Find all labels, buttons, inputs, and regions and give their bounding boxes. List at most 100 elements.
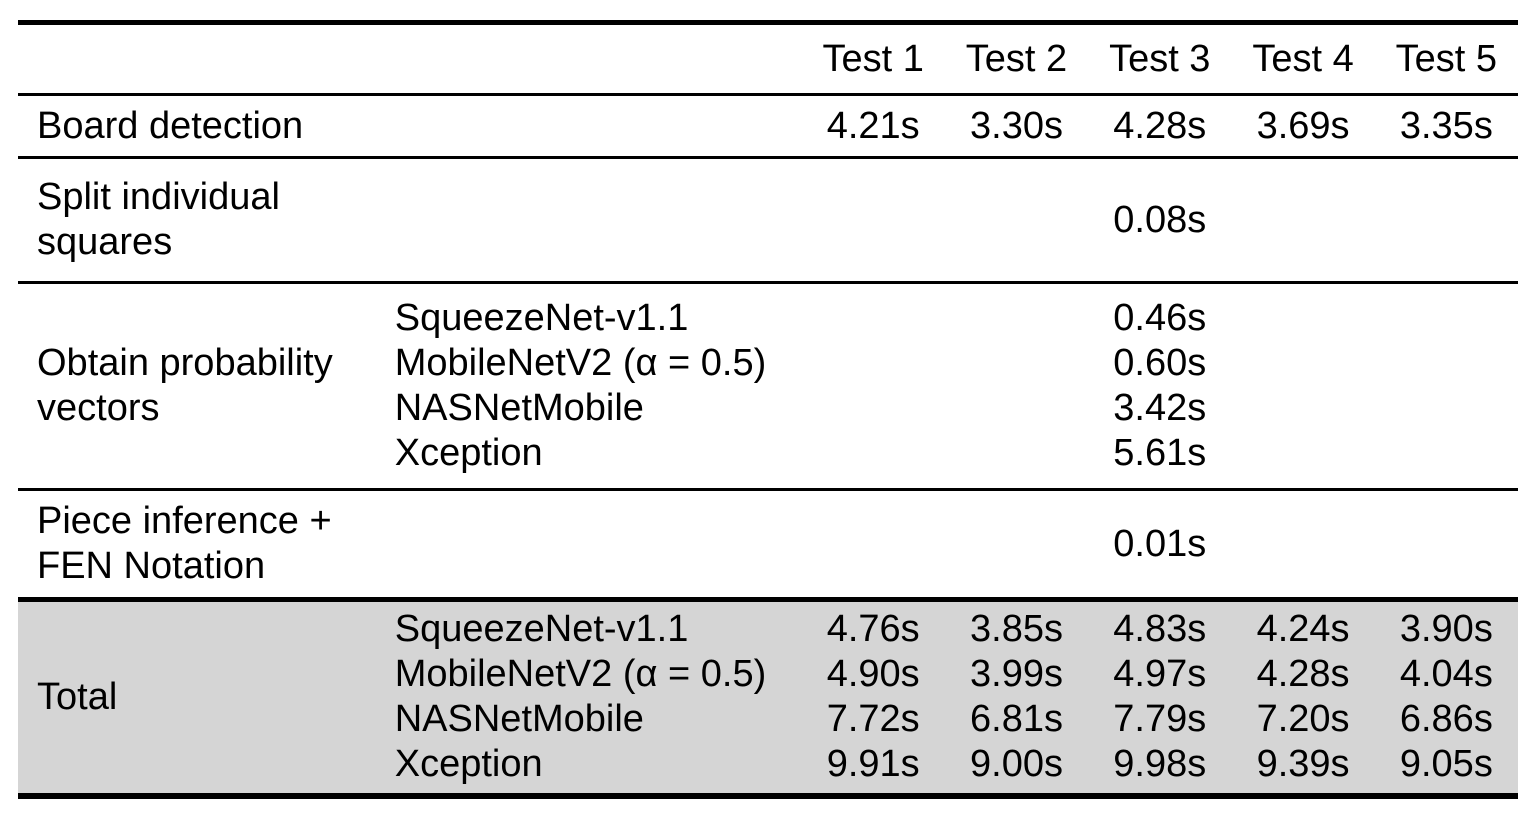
values-piece-inference-fen-test-4 bbox=[1231, 488, 1375, 600]
values-probability-vectors-test-4 bbox=[1231, 281, 1375, 490]
timing-value: 6.81s bbox=[970, 698, 1063, 741]
values-piece-inference-fen-test-2 bbox=[944, 488, 1089, 600]
values-total-test-1: 4.76s 4.90s 7.72s 9.91s bbox=[801, 597, 945, 796]
timing-value bbox=[802, 431, 945, 476]
timing-value: 4.28s bbox=[1113, 104, 1207, 147]
timing-value bbox=[802, 522, 945, 567]
timing-value: 4.90s bbox=[826, 653, 920, 696]
timing-value bbox=[945, 386, 1088, 431]
stage-label-probability-vectors: Obtain probability vectors bbox=[18, 281, 387, 490]
values-board-detection-test-3: 4.28s bbox=[1088, 95, 1231, 158]
timing-value bbox=[945, 296, 1088, 341]
timing-value bbox=[945, 522, 1088, 567]
timing-value: 4.28s bbox=[1256, 653, 1350, 696]
timing-value bbox=[1231, 341, 1374, 386]
model-list-piece-inference-fen bbox=[386, 488, 802, 600]
timing-value: 4.83s bbox=[1113, 608, 1207, 651]
values-split-squares-test-5 bbox=[1374, 156, 1518, 283]
timing-value bbox=[1231, 522, 1374, 567]
timing-value: 4.97s bbox=[1113, 653, 1207, 696]
values-split-squares-test-1 bbox=[801, 156, 945, 283]
timing-value bbox=[1231, 296, 1374, 341]
header-test-3: Test 3 bbox=[1088, 22, 1232, 96]
section-row-total: Total SqueezeNet-v1.1 MobileNetV2 (α = 0.5… bbox=[18, 597, 1518, 796]
model-name: NASNetMobile bbox=[394, 387, 644, 429]
table-body: Board detection 4.21s 3.30s 4.28s 3.69s 3.35s… bbox=[18, 95, 1518, 796]
model-name: MobileNetV2 (α = 0.5) bbox=[394, 653, 767, 696]
timing-value: 9.98s bbox=[1113, 743, 1207, 786]
values-board-detection-test-2: 3.30s bbox=[945, 95, 1088, 158]
model-name: Xception bbox=[394, 743, 543, 786]
stage-line: Obtain probability bbox=[37, 342, 333, 384]
timing-value: 3.69s bbox=[1256, 104, 1350, 147]
model-name: MobileNetV2 (α = 0.5) bbox=[394, 342, 767, 384]
stage-line: Total bbox=[37, 675, 118, 718]
stage-line: vectors bbox=[37, 387, 160, 429]
stage-label-board-detection: Board detection bbox=[18, 95, 387, 158]
section-row-probability-vectors: Obtain probability vectors SqueezeNet-v1.1… bbox=[18, 281, 1518, 490]
timing-value bbox=[1231, 198, 1374, 243]
header-test-4: Test 4 bbox=[1231, 22, 1375, 96]
values-board-detection-test-4: 3.69s bbox=[1231, 95, 1374, 158]
timing-value bbox=[1231, 431, 1374, 476]
values-probability-vectors-test-3: 0.46s 0.60s 3.42s 5.61s bbox=[1088, 281, 1232, 490]
timing-value: 4.21s bbox=[826, 104, 920, 147]
stage-label-piece-inference-fen: Piece inference + FEN Notation bbox=[18, 488, 387, 600]
section-row-split-squares: Split individual squares 0.08s bbox=[18, 156, 1518, 283]
timing-value: 7.79s bbox=[1113, 698, 1207, 741]
timing-value: 4.76s bbox=[826, 608, 920, 651]
timing-value: 9.39s bbox=[1256, 743, 1350, 786]
timing-value bbox=[802, 386, 945, 431]
timing-value bbox=[802, 296, 945, 341]
values-piece-inference-fen-test-5 bbox=[1374, 488, 1518, 600]
header-row: Test 1 Test 2 Test 3 Test 4 Test 5 bbox=[18, 22, 1518, 96]
timing-value: 0.46s bbox=[1113, 297, 1207, 339]
timing-value: 9.05s bbox=[1399, 743, 1493, 786]
stage-line: squares bbox=[37, 221, 173, 263]
timing-value: 9.00s bbox=[970, 743, 1063, 786]
header-test-2: Test 2 bbox=[944, 22, 1089, 96]
timing-value: 3.30s bbox=[970, 104, 1063, 147]
table-header: Test 1 Test 2 Test 3 Test 4 Test 5 bbox=[18, 22, 1518, 96]
timing-value: 7.72s bbox=[826, 698, 920, 741]
model-name: SqueezeNet-v1.1 bbox=[394, 608, 689, 651]
values-board-detection-test-5: 3.35s bbox=[1375, 95, 1518, 158]
model-name: Xception bbox=[394, 432, 543, 474]
values-total-test-5: 3.90s 4.04s 6.86s 9.05s bbox=[1374, 597, 1518, 796]
values-piece-inference-fen-test-1 bbox=[801, 488, 945, 600]
timing-value: 9.91s bbox=[826, 743, 920, 786]
timing-value: 0.08s bbox=[1113, 198, 1207, 241]
timing-table: Test 1 Test 2 Test 3 Test 4 Test 5 Board det… bbox=[18, 20, 1518, 799]
stage-label-total: Total bbox=[18, 597, 387, 796]
timing-value bbox=[802, 198, 945, 243]
timing-value: 6.86s bbox=[1399, 698, 1493, 741]
timing-value: 0.60s bbox=[1113, 342, 1207, 384]
timing-value: 7.20s bbox=[1256, 698, 1350, 741]
model-name: NASNetMobile bbox=[394, 698, 644, 741]
stage-line: Piece inference + bbox=[37, 500, 332, 542]
values-probability-vectors-test-2 bbox=[944, 281, 1089, 490]
header-test-5: Test 5 bbox=[1374, 22, 1518, 96]
model-list-split-squares bbox=[386, 156, 802, 283]
section-row-piece-inference-fen: Piece inference + FEN Notation 0.01s bbox=[18, 488, 1518, 600]
timing-value bbox=[945, 431, 1088, 476]
timing-value bbox=[802, 341, 945, 386]
stage-line: Board detection bbox=[37, 104, 304, 147]
timing-value: 3.35s bbox=[1399, 104, 1493, 147]
timing-value bbox=[1375, 341, 1518, 386]
stage-line: Split individual bbox=[37, 176, 280, 218]
timing-value: 5.61s bbox=[1113, 432, 1207, 474]
values-probability-vectors-test-5 bbox=[1374, 281, 1518, 490]
section-row-board-detection: Board detection 4.21s 3.30s 4.28s 3.69s 3.35s bbox=[18, 95, 1518, 158]
timing-value bbox=[1375, 386, 1518, 431]
model-list-total: SqueezeNet-v1.1 MobileNetV2 (α = 0.5) NASN… bbox=[386, 597, 802, 796]
timing-value: 0.01s bbox=[1113, 522, 1207, 565]
model-list-probability-vectors: SqueezeNet-v1.1 MobileNetV2 (α = 0.5) NASN… bbox=[386, 281, 802, 490]
values-total-test-2: 3.85s 3.99s 6.81s 9.00s bbox=[944, 597, 1089, 796]
values-board-detection-test-1: 4.21s bbox=[802, 95, 945, 158]
model-name: SqueezeNet-v1.1 bbox=[394, 297, 689, 339]
timing-value bbox=[1375, 522, 1518, 567]
timing-value: 3.85s bbox=[970, 608, 1063, 651]
timing-value: 3.99s bbox=[970, 653, 1063, 696]
timing-value bbox=[1231, 386, 1374, 431]
